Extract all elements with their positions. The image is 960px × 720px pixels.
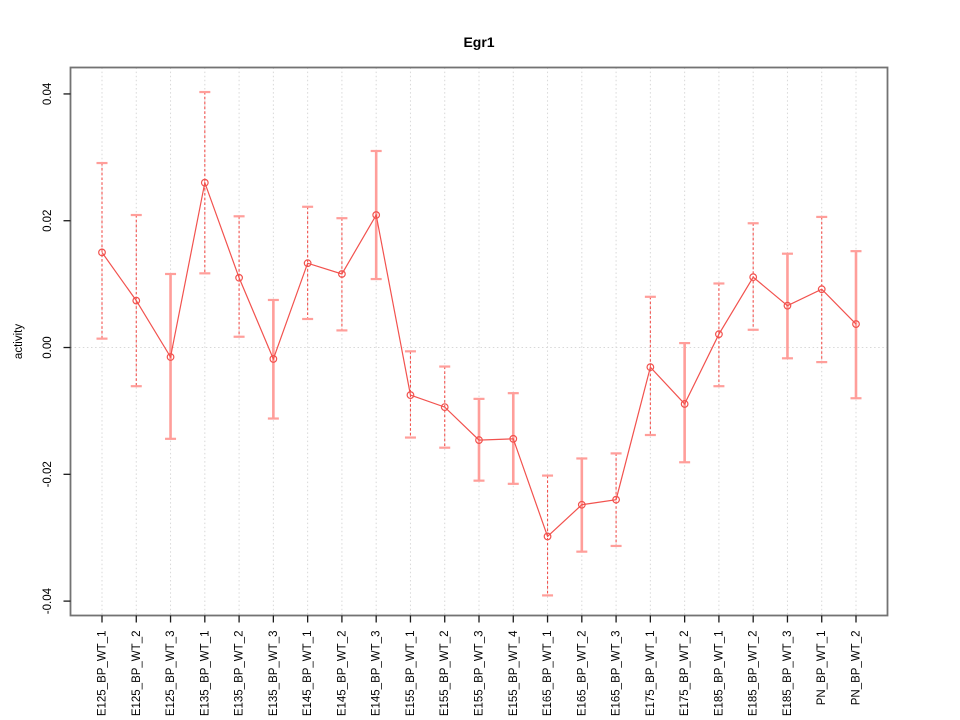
x-tick-label: E155_BP_WT_2 [439,631,451,717]
x-tick-label: E135_BP_WT_3 [268,631,280,717]
data-point-marker [783,301,792,310]
gridlines [70,67,888,616]
x-tick-label: E145_BP_WT_2 [336,631,348,717]
x-tick-label: E155_BP_WT_1 [405,631,417,717]
x-tick-label: E165_BP_WT_2 [576,631,588,717]
data-point-marker [475,436,483,444]
data-point-marker [269,355,278,363]
y-tick-label: 0.00 [42,336,54,358]
data-point-marker [166,353,175,361]
data-point-marker [577,500,586,509]
x-tick-label: E185_BP_WT_2 [748,631,760,717]
x-tick-label: E165_BP_WT_1 [542,631,554,717]
x-tick-label: E155_BP_WT_3 [474,631,486,717]
y-tick-label: -0.04 [42,587,54,614]
x-axis: E125_BP_WT_1 E125_BP_WT_2 E125_BP_WT_3 E135… [97,615,863,717]
data-point-marker [372,211,381,219]
data-point-marker [612,495,620,504]
data-point-marker [543,532,552,541]
x-tick-label: E185_BP_WT_1 [713,631,725,717]
data-point-marker [852,320,860,328]
y-tick-label: -0.02 [42,461,54,487]
x-tick-label: E125_BP_WT_3 [165,631,177,717]
y-axis: 0.04 0.02 0.00 -0.02 -0.04 [42,82,71,614]
x-tick-label: E145_BP_WT_3 [371,631,383,717]
data-point-marker [749,273,758,282]
x-tick-label: E145_BP_WT_1 [302,631,314,717]
data-point-marker [303,259,312,268]
data-point-marker [680,400,689,408]
data-point-marker [646,363,655,372]
data-point-marker [715,330,723,339]
data-point-marker [440,403,449,412]
x-tick-label: E165_BP_WT_3 [611,631,623,717]
data-point-marker [235,273,243,282]
x-tick-label: E135_BP_WT_2 [234,631,246,717]
data-point-marker [200,178,209,187]
x-tick-label: PN_BP_WT_2 [851,631,863,706]
x-tick-label: E155_BP_WT_4 [508,630,520,716]
x-tick-label: E175_BP_WT_1 [645,631,657,717]
data-points [98,178,860,541]
x-tick-label: PN_BP_WT_1 [816,631,828,706]
x-tick-label: E125_BP_WT_1 [97,631,109,717]
x-tick-label: E135_BP_WT_1 [199,631,211,717]
y-axis-label: activity [13,324,25,359]
chart-title: Egr1 [463,34,494,50]
data-point-marker [132,296,141,305]
y-tick-label: 0.04 [42,82,54,105]
x-tick-label: E175_BP_WT_2 [679,631,691,717]
data-point-marker [338,270,346,278]
data-point-marker [817,285,826,294]
x-tick-label: E125_BP_WT_2 [131,631,143,717]
series-line [101,180,857,538]
data-point-marker [509,434,518,443]
y-tick-label: 0.02 [42,210,54,232]
data-point-marker [406,391,415,399]
x-tick-label: E185_BP_WT_3 [782,631,794,717]
data-point-marker [98,248,106,257]
